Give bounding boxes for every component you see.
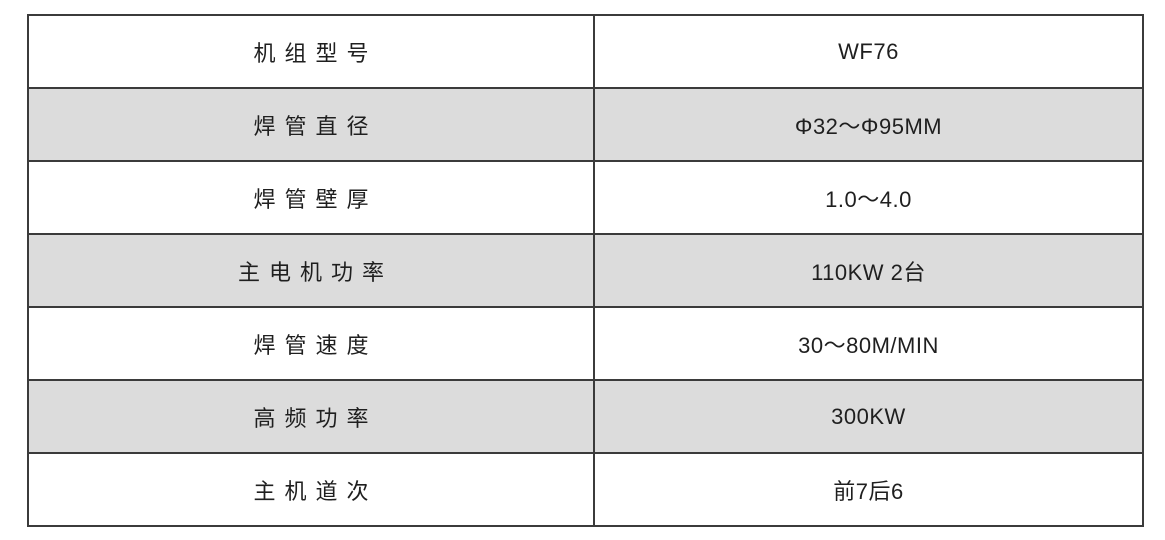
spec-table-body: 机组型号 WF76 焊管直径 Φ32～Φ95MM 焊管壁厚 1.0～4.0 主电… xyxy=(27,14,1144,527)
spec-label: 主机道次 xyxy=(253,478,378,504)
table-row: 主电机功率 110KW 2台 xyxy=(27,233,1144,308)
table-row: 焊管直径 Φ32～Φ95MM xyxy=(27,87,1144,162)
spec-value: Φ32～Φ95MM xyxy=(794,113,943,139)
spec-value: 30～80M/MIN xyxy=(798,332,939,358)
spec-label: 高频功率 xyxy=(253,405,378,431)
spec-value: 110KW 2台 xyxy=(811,259,926,285)
spec-label-cell: 焊管直径 xyxy=(27,87,595,162)
spec-value-cell: 300KW xyxy=(593,379,1144,454)
spec-label: 焊管直径 xyxy=(253,113,378,139)
spec-label: 焊管壁厚 xyxy=(253,186,378,212)
spec-label-cell: 焊管壁厚 xyxy=(27,160,595,235)
spec-label-cell: 焊管速度 xyxy=(27,306,595,381)
spec-value: WF76 xyxy=(838,38,899,64)
table-row: 高频功率 300KW xyxy=(27,379,1144,454)
table-row: 主机道次 前7后6 xyxy=(27,452,1144,527)
spec-value-cell: WF76 xyxy=(593,14,1144,89)
table-row: 焊管壁厚 1.0～4.0 xyxy=(27,160,1144,235)
spec-label-cell: 机组型号 xyxy=(27,14,595,89)
spec-value-cell: 1.0～4.0 xyxy=(593,160,1144,235)
machine-spec-table: 机组型号 WF76 焊管直径 Φ32～Φ95MM 焊管壁厚 1.0～4.0 主电… xyxy=(27,14,1144,527)
spec-value-cell: Φ32～Φ95MM xyxy=(593,87,1144,162)
spec-label-cell: 主机道次 xyxy=(27,452,595,527)
spec-value-cell: 30～80M/MIN xyxy=(593,306,1144,381)
table-row: 焊管速度 30～80M/MIN xyxy=(27,306,1144,381)
spec-label: 机组型号 xyxy=(253,40,378,66)
spec-label-cell: 高频功率 xyxy=(27,379,595,454)
table-row: 机组型号 WF76 xyxy=(27,14,1144,89)
spec-value-cell: 前7后6 xyxy=(593,452,1144,527)
spec-label: 主电机功率 xyxy=(237,259,393,285)
spec-value: 300KW xyxy=(831,403,906,429)
spec-label-cell: 主电机功率 xyxy=(27,233,595,308)
spec-value: 1.0～4.0 xyxy=(825,186,912,212)
spec-label: 焊管速度 xyxy=(253,332,378,358)
spec-value-cell: 110KW 2台 xyxy=(593,233,1144,308)
spec-value: 前7后6 xyxy=(833,478,904,504)
